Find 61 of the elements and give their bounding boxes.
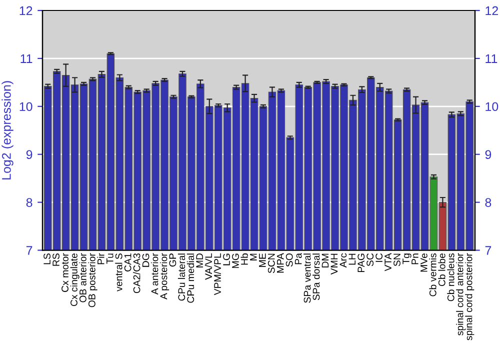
x-tick-label: SO [286,253,293,267]
x-tick-label: MG [232,254,239,268]
x-tick-label: Cx motor [62,253,68,292]
x-tick-label: Cb vermis [429,253,436,296]
y2-tick-label: 8 [485,198,492,207]
y-axis-title: Log2 (expression) [2,81,14,180]
x-tick-label: LS [44,253,50,264]
y-tick-label: 9 [26,150,32,159]
x-tick-label: Cb lobe [438,253,446,286]
x-tick-label: SCN [268,254,275,274]
x-tick-label: Pir [97,253,104,264]
x-tick-label: CA2/CA3 [133,253,140,294]
x-tick-label: LG [223,254,230,266]
x-tick-label: SPa ventral [304,254,311,303]
x-tick-label: VMH [330,254,338,275]
y-tick-label: 7 [26,246,32,255]
y-tick-label: 10 [20,102,32,112]
x-tick-label: Hb [240,253,248,265]
x-tick-label: OB anterior [79,253,86,302]
x-tick-label: Arc [340,253,347,268]
y2-tick-label: 9 [485,150,492,159]
x-tick-label: VTA [384,253,392,272]
x-tick-label: Cb nucleus [447,253,454,302]
x-tick-label: DM [322,254,329,268]
x-tick-label: RS [52,253,60,266]
x-tick-label: Tu [106,254,114,264]
x-tick-label: VA/VL [204,253,212,280]
x-tick-label: CPu lateral [178,254,186,301]
y-tick-label: 11 [20,54,32,63]
y-tick-label: 8 [26,198,32,207]
x-tick-label: Cx cingulate [70,253,80,306]
x-tick-label: SC [366,253,374,266]
y2-tick-label: 7 [485,246,492,255]
y2-tick-label: 11 [486,54,498,63]
x-tick-label: Tg [402,254,412,264]
x-tick-label: Pn [412,254,418,264]
x-tick-label: ventral S [115,253,122,292]
x-tick-label: SPa dorsal [312,254,320,300]
x-tick-label: OB posterior [88,253,98,308]
x-tick-label: CA1 [124,254,132,272]
x-tick-label: A anterior [151,253,158,295]
x-tick-label: ME [259,253,266,267]
x-tick-label: MPA [277,253,284,273]
y2-tick-label: 10 [486,102,498,112]
y-tick-label: 12 [20,6,32,16]
x-tick-label: MD [196,253,203,268]
x-tick-label: VPM/VPL [214,253,221,296]
x-tick-label: M [250,254,257,260]
x-tick-label: spinal cord posterior [465,253,474,340]
x-tick-label: LH [348,254,356,265]
x-tick-label: spinal cord anterior [456,253,466,336]
x-tick-label: MVe [420,253,428,272]
x-tick-label: SN [394,254,400,266]
x-tick-label: DG [142,254,150,267]
x-tick-label: GP [169,254,176,267]
y2-tick-label: 12 [486,6,498,16]
x-tick-label: PAG [358,254,365,272]
x-tick-label: CPu medial [186,254,194,303]
x-tick-label: Pa [294,253,302,264]
x-tick-label: A posterior [160,253,170,300]
x-tick-label: IC [376,253,382,262]
